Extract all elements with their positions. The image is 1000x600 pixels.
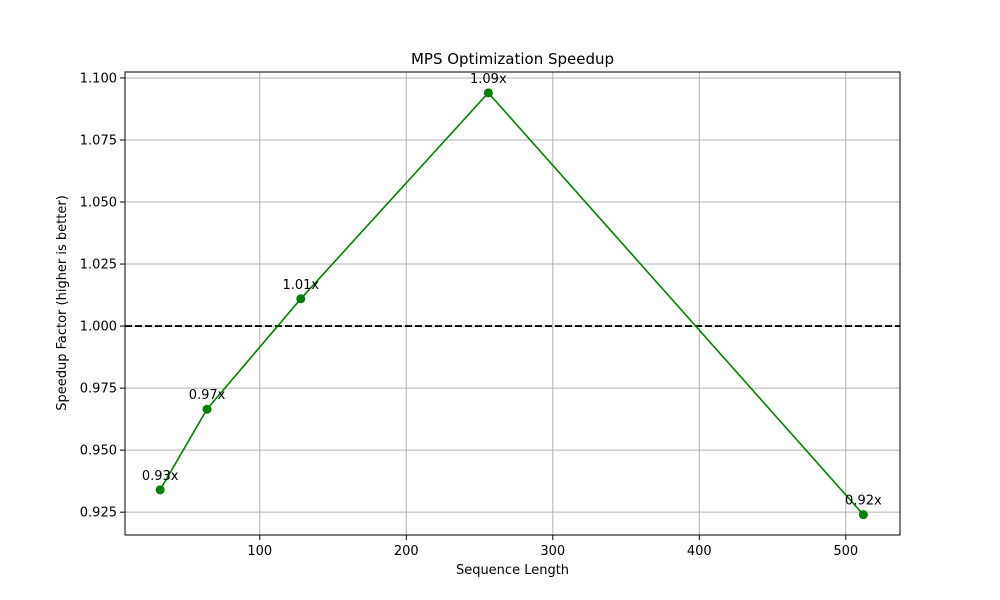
y-tick-label: 1.025 xyxy=(80,258,117,273)
data-label: 1.09x xyxy=(470,72,507,87)
x-tick-label: 200 xyxy=(394,544,419,559)
y-tick-label: 1.100 xyxy=(80,71,117,86)
data-point xyxy=(202,404,212,414)
y-tick-label: 1.075 xyxy=(80,133,117,148)
chart-title: MPS Optimization Speedup xyxy=(411,50,614,68)
data-label: 0.97x xyxy=(189,388,226,403)
y-axis-label: Speedup Factor (higher is better) xyxy=(55,195,70,411)
y-tick-label: 1.000 xyxy=(80,320,117,335)
y-tick-label: 0.925 xyxy=(80,506,117,521)
data-point xyxy=(296,294,306,304)
data-series xyxy=(155,88,868,520)
x-tick-label: 500 xyxy=(833,544,858,559)
data-point xyxy=(483,88,493,98)
y-tick-label: 0.975 xyxy=(80,382,117,397)
plot-frame xyxy=(124,71,901,536)
x-tick-label: 100 xyxy=(247,544,272,559)
axis-ticks: 100 200 300 400 500 0.925 0.950 0.975 1.000 1.025… xyxy=(80,71,858,559)
data-point xyxy=(858,510,868,520)
data-label: 0.92x xyxy=(845,494,882,509)
data-label: 1.01x xyxy=(282,278,319,293)
y-tick-label: 1.050 xyxy=(80,196,117,211)
x-tick-label: 300 xyxy=(540,544,565,559)
x-axis-label: Sequence Length xyxy=(456,563,569,578)
y-tick-label: 0.950 xyxy=(80,444,117,459)
grid-lines xyxy=(125,72,900,535)
data-label: 0.93x xyxy=(142,469,179,484)
data-point xyxy=(155,485,165,495)
x-tick-label: 400 xyxy=(687,544,712,559)
data-labels: 0.93x 0.97x 1.01x 1.09x 0.92x xyxy=(142,72,882,509)
